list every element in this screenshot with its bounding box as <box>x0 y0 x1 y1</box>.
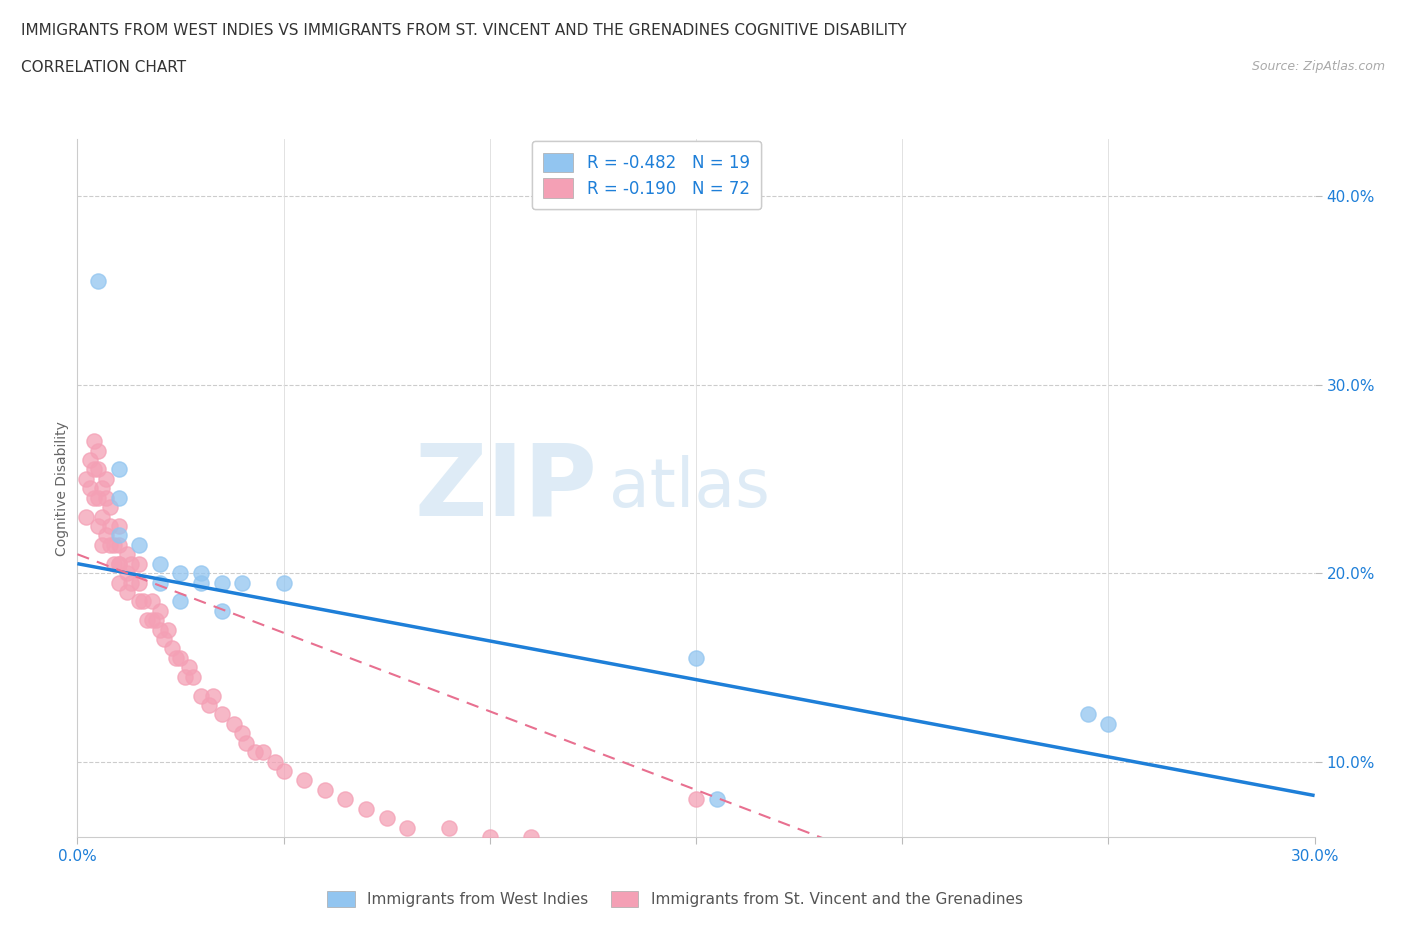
Point <box>83 433 105 448</box>
Point <box>107 490 129 505</box>
Point <box>107 575 129 590</box>
Point <box>190 688 212 703</box>
Point <box>1097 716 1119 731</box>
Point <box>87 490 110 505</box>
Point <box>87 273 110 288</box>
Point <box>202 688 225 703</box>
Text: IMMIGRANTS FROM WEST INDIES VS IMMIGRANTS FROM ST. VINCENT AND THE GRENADINES CO: IMMIGRANTS FROM WEST INDIES VS IMMIGRANT… <box>21 23 907 38</box>
Point <box>79 481 101 496</box>
Point <box>128 594 150 609</box>
Point <box>520 830 543 844</box>
Point <box>141 613 163 628</box>
Point <box>91 481 114 496</box>
Point <box>153 631 176 646</box>
Point <box>103 556 125 571</box>
Point <box>292 773 315 788</box>
Point <box>1077 707 1099 722</box>
Legend: R = -0.482   N = 19, R = -0.190   N = 72: R = -0.482 N = 19, R = -0.190 N = 72 <box>531 140 761 209</box>
Point <box>91 538 114 552</box>
Point <box>149 556 172 571</box>
Point <box>231 726 253 741</box>
Point <box>132 594 155 609</box>
Point <box>231 575 253 590</box>
Point <box>211 604 233 618</box>
Point <box>222 716 245 731</box>
Point <box>98 499 121 514</box>
Point <box>211 707 233 722</box>
Point <box>396 820 419 835</box>
Point <box>75 509 97 524</box>
Point <box>75 472 97 486</box>
Y-axis label: Cognitive Disability: Cognitive Disability <box>55 420 69 556</box>
Point <box>173 670 195 684</box>
Point <box>235 736 257 751</box>
Point <box>107 462 129 477</box>
Point <box>273 575 295 590</box>
Point <box>264 754 287 769</box>
Point <box>561 839 583 854</box>
Point <box>107 538 129 552</box>
Point <box>437 820 460 835</box>
Point <box>83 462 105 477</box>
Point <box>107 556 129 571</box>
Point <box>128 575 150 590</box>
Point <box>120 556 142 571</box>
Text: ZIP: ZIP <box>415 440 598 537</box>
Point <box>149 604 172 618</box>
Point <box>136 613 159 628</box>
Point <box>107 519 129 534</box>
Text: atlas: atlas <box>609 456 770 521</box>
Point <box>375 811 398 826</box>
Point <box>190 575 212 590</box>
Point <box>96 490 118 505</box>
Point <box>243 745 266 760</box>
Point <box>87 443 110 458</box>
Point <box>165 650 187 665</box>
Point <box>181 670 204 684</box>
Point <box>87 519 110 534</box>
Point <box>169 594 191 609</box>
Point <box>107 556 129 571</box>
Point <box>91 509 114 524</box>
Point <box>252 745 274 760</box>
Point <box>107 528 129 543</box>
Point <box>128 538 150 552</box>
Point <box>706 791 728 806</box>
Point <box>115 547 138 562</box>
Point <box>335 791 357 806</box>
Point <box>157 622 180 637</box>
Point <box>685 650 707 665</box>
Point <box>128 556 150 571</box>
Point <box>103 538 125 552</box>
Point <box>211 575 233 590</box>
Point <box>87 462 110 477</box>
Point <box>190 565 212 580</box>
Point <box>96 472 118 486</box>
Point <box>177 660 200 675</box>
Point <box>169 650 191 665</box>
Point <box>149 622 172 637</box>
Legend: Immigrants from West Indies, Immigrants from St. Vincent and the Grenadines: Immigrants from West Indies, Immigrants … <box>321 884 1029 913</box>
Point <box>314 782 336 797</box>
Point <box>169 565 191 580</box>
Point <box>115 584 138 599</box>
Point <box>354 802 377 817</box>
Text: Source: ZipAtlas.com: Source: ZipAtlas.com <box>1251 60 1385 73</box>
Point <box>198 698 221 712</box>
Point <box>98 538 121 552</box>
Point <box>273 764 295 778</box>
Point <box>98 519 121 534</box>
Point <box>478 830 501 844</box>
Point <box>115 565 138 580</box>
Point <box>83 490 105 505</box>
Point <box>141 594 163 609</box>
Point <box>685 791 707 806</box>
Point <box>145 613 167 628</box>
Text: CORRELATION CHART: CORRELATION CHART <box>21 60 186 75</box>
Point <box>120 575 142 590</box>
Point <box>96 528 118 543</box>
Point <box>160 641 183 656</box>
Point <box>149 575 172 590</box>
Point <box>79 453 101 468</box>
